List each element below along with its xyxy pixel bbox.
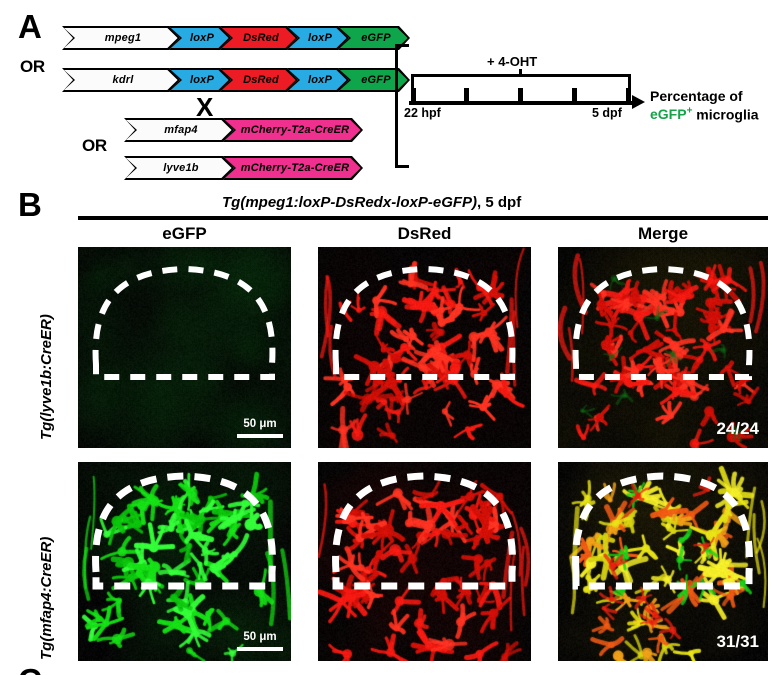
cassette-segment-label: mCherry-T2a-CreER [240, 162, 350, 174]
scalebar-line [237, 647, 283, 651]
cassette-segment-fill [62, 26, 180, 50]
micrograph-mfap4-egfp[interactable]: 50 μm [78, 462, 291, 661]
readout-egfp-label: eGFP+ [650, 105, 693, 123]
cassette-mpeg1-reporter: mpeg1 loxP DsRed loxP eGFP [62, 26, 410, 50]
cassette-segment-label: loxP [307, 74, 333, 86]
micrograph-canvas [318, 247, 531, 448]
readout-line-1: Percentage of [650, 88, 743, 104]
cassette-segment: mpeg1 [62, 26, 180, 50]
timeline-arrowhead [632, 95, 645, 109]
column-header-egfp: eGFP [162, 224, 207, 243]
cassette-segment-fill [220, 68, 298, 92]
cassette-segment-label: mfap4 [164, 124, 198, 136]
cassette-segment-fill [124, 118, 234, 142]
cassette-segment-fill [124, 156, 234, 180]
scalebar-label: 50 μm [243, 630, 277, 643]
panel-b-title: Tg(mpeg1:loxP-DsRedx-loxP-eGFP), 5 dpf [222, 194, 521, 211]
scalebar-line [237, 434, 283, 438]
cassette-segment: eGFP [338, 26, 410, 50]
cassette-segment-fill [223, 156, 363, 180]
micrograph-canvas [318, 462, 531, 661]
row-label-lyve1b: Tg(lyve1b:CreER) [38, 314, 55, 440]
cassette-segment-fill [62, 68, 180, 92]
row-label-mfap4: Tg(mfap4:CreER) [38, 536, 55, 660]
cross-symbol: X [196, 92, 214, 122]
cassette-segment-label: lyve1b [163, 162, 199, 174]
panel-b-letter: B [18, 186, 42, 223]
column-header-merge: Merge [637, 224, 689, 243]
oht-bracket-right [628, 74, 631, 88]
cassette-segment: mCherry-T2a-CreER [223, 156, 363, 180]
cassette-segment-label: kdrl [112, 74, 134, 86]
count-label-mfap4: 31/31 [716, 632, 759, 651]
micrograph-mfap4-merge[interactable]: 31/31 [558, 462, 768, 661]
readout-line-2: eGFP+ microglia [650, 106, 759, 124]
readout-text: Percentage of eGFP+ microglia [650, 88, 759, 124]
construct-bracket [395, 44, 409, 168]
micrograph-canvas [558, 247, 768, 448]
cassette-kdrl-reporter: kdrl loxP DsRed loxP eGFP [62, 68, 410, 92]
cassette-segment: mCherry-T2a-CreER [223, 118, 363, 142]
micrograph-lyve1b-dsred[interactable] [318, 247, 531, 448]
timeline-end-label: 5 dpf [592, 106, 622, 120]
cassette-mfap4-driver: mfap4 mCherry-T2a-CreER [124, 118, 363, 142]
cassette-segment: eGFP [338, 68, 410, 92]
timeline-tick-5 [626, 88, 631, 102]
scalebar-mfap4-egfp: 50 μm [237, 630, 283, 651]
cassette-segment: kdrl [62, 68, 180, 92]
cassette-segment: loxP [169, 26, 231, 50]
cassette-segment-fill [220, 26, 298, 50]
scalebar-lyve1b-egfp: 50 μm [237, 417, 283, 438]
oht-bracket-stem [519, 64, 522, 77]
oht-bracket-left [411, 74, 414, 88]
panel-c-letter: C [18, 664, 42, 675]
or-label-reporters: OR [20, 57, 45, 76]
cassette-segment-label: loxP [189, 32, 215, 44]
timeline-tick-4 [572, 88, 577, 102]
cassette-lyve1b-driver: lyve1b mCherry-T2a-CreER [124, 156, 363, 180]
panel-b-title-stage: , 5 dpf [477, 194, 522, 211]
cassette-segment: mfap4 [124, 118, 234, 142]
panel-b-top-rule [78, 216, 768, 220]
timeline-axis [409, 101, 635, 105]
cassette-segment: lyve1b [124, 156, 234, 180]
bracket-top-arm [395, 44, 409, 47]
cassette-segment-label: eGFP [361, 74, 391, 86]
micrograph-lyve1b-merge[interactable]: 24/24 [558, 247, 768, 448]
cassette-segment: DsRed [220, 68, 298, 92]
column-header-dsred: DsRed [397, 224, 452, 243]
cassette-segment-label: DsRed [243, 74, 279, 86]
cassette-segment: loxP [287, 26, 349, 50]
timeline-start-label: 22 hpf [404, 106, 441, 120]
count-label-lyve1b: 24/24 [716, 419, 759, 438]
cassette-segment: DsRed [220, 26, 298, 50]
cassette-segment-label: loxP [307, 32, 333, 44]
panel-a-letter: A [18, 8, 42, 45]
panel-b-title-genotype: Tg(mpeg1:loxP-DsRedx-loxP-eGFP) [222, 194, 478, 211]
timeline-tick-3 [518, 88, 523, 102]
micrograph-lyve1b-egfp[interactable]: 50 μm [78, 247, 291, 448]
cassette-segment-label: mCherry-T2a-CreER [240, 124, 350, 136]
cassette-segment-label: loxP [189, 74, 215, 86]
timeline-tick-2 [464, 88, 469, 102]
bracket-vertical [395, 44, 398, 168]
cassette-segment-label: mpeg1 [104, 32, 142, 44]
readout-microglia-label: microglia [692, 106, 759, 123]
cassette-segment-label: eGFP [361, 32, 391, 44]
timeline-tick-1 [411, 88, 416, 102]
bracket-bottom-arm [395, 165, 409, 168]
cassette-segment-label: DsRed [243, 32, 279, 44]
cassette-segment: loxP [287, 68, 349, 92]
scalebar-label: 50 μm [243, 417, 277, 430]
micrograph-mfap4-dsred[interactable] [318, 462, 531, 661]
oht-label: + 4-OHT [484, 54, 541, 69]
or-label-drivers: OR [82, 136, 107, 155]
cassette-segment-fill [223, 118, 363, 142]
